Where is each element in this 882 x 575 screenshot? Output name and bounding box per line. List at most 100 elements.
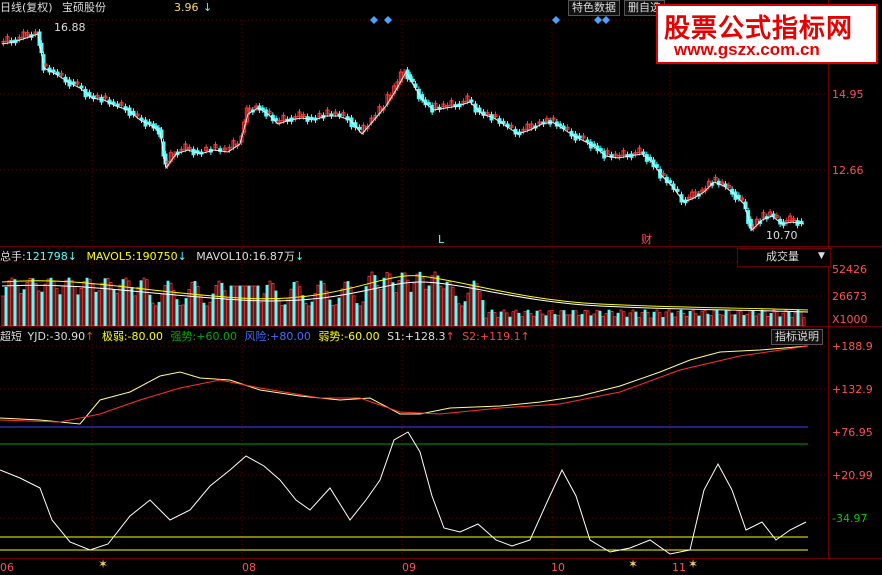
volume-bar — [680, 310, 682, 326]
buy-signal-icon: ✶ — [628, 557, 638, 571]
volume-bar — [227, 300, 229, 326]
volume-bar — [722, 315, 724, 326]
volume-bar — [716, 310, 718, 326]
price-panel-separator — [0, 246, 882, 247]
volume-bar — [362, 302, 364, 326]
volume-bar — [32, 279, 34, 326]
volume-bar — [644, 310, 646, 326]
volume-bar — [287, 298, 289, 326]
volume-bar — [71, 280, 73, 326]
s2-label: S2: — [462, 330, 480, 343]
volume-axis-label: 52426 — [832, 264, 867, 276]
volume-bar — [500, 312, 502, 326]
volume-bar — [185, 299, 187, 326]
volume-bar — [218, 281, 220, 326]
volume-bar — [338, 298, 340, 326]
volume-bar — [692, 310, 694, 326]
indicator-name[interactable]: 超短 — [0, 330, 22, 343]
axis-divider — [828, 0, 829, 558]
volume-bar — [629, 313, 631, 326]
volume-bar — [212, 294, 214, 326]
volume-bar — [305, 303, 307, 326]
volume-bar — [728, 311, 730, 326]
volume-bar — [464, 302, 466, 326]
volume-bar — [254, 286, 256, 326]
volume-bar — [491, 310, 493, 326]
volume-bar — [176, 300, 178, 326]
volume-bar — [296, 281, 298, 326]
volume-bar — [467, 293, 469, 326]
chevron-down-icon: ▼ — [818, 249, 825, 263]
volume-bar — [353, 296, 355, 326]
down-arrow-icon: ↓ — [295, 250, 304, 263]
volume-bar — [116, 293, 118, 326]
yjd-line — [0, 432, 806, 554]
volume-bar — [569, 315, 571, 326]
volume-bar — [95, 292, 97, 326]
volume-bar — [662, 317, 664, 326]
s1-label: S1: — [387, 330, 405, 343]
up-arrow-icon: ↑ — [521, 330, 530, 343]
volume-bar — [788, 312, 790, 326]
volume-dropdown[interactable]: 成交量 ▼ — [737, 248, 831, 267]
volume-bar — [266, 285, 268, 326]
signal-diamond-icon — [594, 16, 602, 24]
price-candle — [676, 189, 679, 191]
x-axis-label: 06 — [0, 562, 14, 574]
volume-bar — [281, 305, 283, 326]
volume-bar — [524, 311, 526, 326]
volume-bar — [221, 283, 223, 326]
volume-bar — [92, 284, 94, 326]
price-candle — [80, 86, 83, 88]
marker-finance[interactable]: 财 — [641, 234, 652, 246]
volume-bar — [137, 287, 139, 326]
volume-bar — [44, 284, 46, 326]
volume-bar — [755, 316, 757, 326]
watermark-url: www.gszx.com.cn — [674, 40, 820, 60]
volume-bar — [602, 316, 604, 326]
volume-bar — [35, 283, 37, 326]
volume-bar — [554, 314, 556, 326]
volume-bar — [80, 288, 82, 326]
volume-bar — [2, 296, 4, 326]
volume-bar — [794, 313, 796, 326]
volume-bar — [413, 283, 415, 326]
volume-bar — [530, 314, 532, 326]
volume-bar — [689, 311, 691, 326]
volume-bar — [404, 273, 406, 326]
volume-bar — [383, 278, 385, 326]
volume-bar — [194, 281, 196, 326]
s1-value: +128.3 — [405, 330, 446, 343]
volume-bar — [803, 318, 805, 326]
indicator-help-button[interactable]: 指标说明 — [771, 329, 823, 345]
volume-bar — [386, 272, 388, 326]
volume-bar — [398, 281, 400, 326]
volume-bar — [377, 285, 379, 326]
buy-signal-icon: ✶ — [98, 557, 108, 571]
volume-bar — [488, 312, 490, 326]
down-arrow-icon: ↓ — [178, 250, 187, 263]
volume-bar — [548, 311, 550, 326]
volume-bar — [668, 310, 670, 326]
volume-bar — [206, 306, 208, 326]
up-arrow-icon: ↑ — [445, 330, 454, 343]
volume-total-label: 总手: — [0, 250, 26, 263]
mavol10-value: 16.87万 — [252, 250, 295, 263]
volume-bar — [425, 289, 427, 326]
volume-bar — [230, 286, 232, 326]
site-watermark: 股票公式指标网 www.gszx.com.cn — [656, 4, 878, 64]
volume-bar — [584, 310, 586, 326]
volume-bar — [146, 280, 148, 326]
volume-bar — [392, 283, 394, 326]
indicator-axis-label: -34.97 — [832, 513, 867, 525]
volume-bar — [701, 311, 703, 326]
volume-bar — [209, 302, 211, 326]
volume-bar — [632, 310, 634, 326]
volume-bar — [746, 314, 748, 326]
volume-bar — [356, 303, 358, 326]
low-price-label: 10.70 — [766, 230, 798, 242]
volume-bar — [704, 310, 706, 326]
volume-bar — [536, 311, 538, 326]
volume-bar — [23, 290, 25, 326]
